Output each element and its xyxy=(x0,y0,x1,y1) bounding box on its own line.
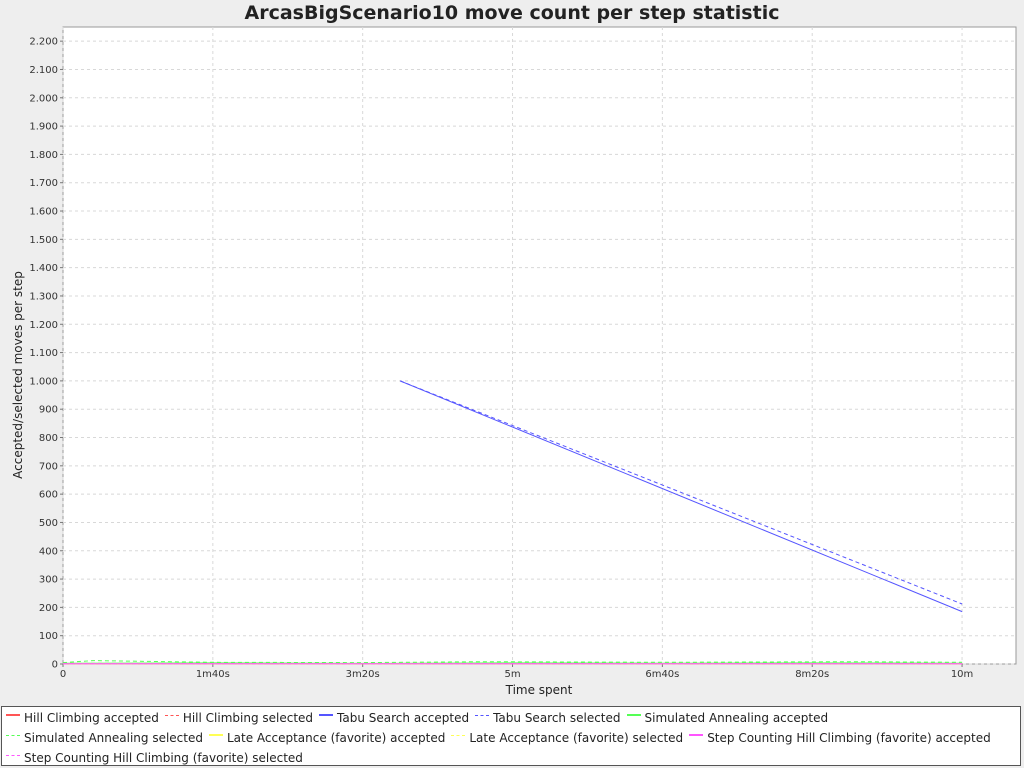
y-tick-label: 1.100 xyxy=(29,348,58,359)
x-tick-label: 10m xyxy=(951,669,973,680)
y-tick-label: 1.000 xyxy=(29,376,58,387)
y-tick-label: 800 xyxy=(39,433,58,444)
legend: Hill Climbing accepted Hill Climbing sele… xyxy=(1,706,1021,766)
plot-area xyxy=(62,26,1017,665)
y-tick-label: 300 xyxy=(39,575,58,586)
y-tick-label: 1.500 xyxy=(29,235,58,246)
legend-item: Step Counting Hill Climbing (favorite) a… xyxy=(689,728,991,748)
y-tick-label: 2.000 xyxy=(29,93,58,104)
x-tick-label: 1m40s xyxy=(196,669,230,680)
legend-swatch xyxy=(164,714,179,722)
legend-label: Step Counting Hill Climbing (favorite) s… xyxy=(24,751,303,765)
legend-item: Hill Climbing accepted xyxy=(6,708,159,728)
legend-item: Tabu Search selected xyxy=(475,708,621,728)
legend-swatch xyxy=(6,714,20,722)
legend-swatch xyxy=(626,714,641,722)
series-line-2 xyxy=(399,380,963,613)
legend-label: Tabu Search accepted xyxy=(337,711,470,725)
x-tick-label: 5m xyxy=(504,669,520,680)
y-tick-label: 0 xyxy=(52,660,58,671)
legend-label: Step Counting Hill Climbing (favorite) a… xyxy=(707,731,991,745)
y-axis-ticks: 0 100 200 300 400 500 600 700 800 900 1.000 1.100 1.… xyxy=(29,37,63,671)
legend-item: Simulated Annealing accepted xyxy=(626,708,829,728)
y-tick-label: 500 xyxy=(39,518,58,529)
y-tick-label: 1.200 xyxy=(29,320,58,331)
legend-item: Simulated Annealing selected xyxy=(6,728,203,748)
legend-swatch xyxy=(208,734,223,742)
legend-item: Late Acceptance (favorite) accepted xyxy=(208,728,446,748)
y-axis-label: Accepted/selected moves per step xyxy=(11,271,25,479)
legend-label: Late Acceptance (favorite) accepted xyxy=(226,731,446,745)
chart-area: ArcasBigScenario10 move count per step s… xyxy=(11,2,1017,697)
x-tick-label: 3m20s xyxy=(346,669,380,680)
legend-label: Simulated Annealing selected xyxy=(24,731,203,745)
legend-item: Late Acceptance (favorite) selected xyxy=(451,728,683,748)
y-tick-label: 700 xyxy=(39,461,58,472)
legend-label: Hill Climbing accepted xyxy=(24,711,159,725)
legend-item: Step Counting Hill Climbing (favorite) s… xyxy=(6,748,303,768)
y-tick-label: 2.100 xyxy=(29,65,58,76)
legend-swatch xyxy=(451,734,466,742)
legend-label: Tabu Search selected xyxy=(493,711,621,725)
legend-swatch xyxy=(6,734,20,742)
y-tick-label: 200 xyxy=(39,603,58,614)
y-tick-label: 1.700 xyxy=(29,178,58,189)
y-tick-label: 1.900 xyxy=(29,122,58,133)
legend-label: Simulated Annealing accepted xyxy=(644,711,829,725)
legend-swatch xyxy=(319,714,334,722)
x-tick-label: 8m20s xyxy=(795,669,829,680)
legend-item: Hill Climbing selected xyxy=(164,708,314,728)
chart-title: ArcasBigScenario10 move count per step s… xyxy=(245,2,780,24)
grid-lines xyxy=(62,27,1016,665)
y-tick-label: 100 xyxy=(39,631,58,642)
y-tick-label: 1.400 xyxy=(29,263,58,274)
legend-label: Late Acceptance (favorite) selected xyxy=(469,731,684,745)
legend-label: Hill Climbing selected xyxy=(182,711,314,725)
x-axis-label: Time spent xyxy=(505,683,573,697)
legend-swatch xyxy=(689,734,704,742)
legend-item: Tabu Search accepted xyxy=(319,708,469,728)
x-axis-ticks: 0 1m40s 3m20s 5m 6m40s 8m20s 10m xyxy=(60,664,973,680)
legend-swatch xyxy=(475,714,490,722)
series-line-3 xyxy=(399,380,963,605)
y-tick-label: 1.600 xyxy=(29,207,58,218)
y-tick-label: 600 xyxy=(39,490,58,501)
y-tick-label: 2.200 xyxy=(29,37,58,48)
series-lines xyxy=(62,380,963,665)
x-tick-label: 0 xyxy=(60,669,66,680)
series-line-5 xyxy=(62,660,963,664)
y-tick-label: 900 xyxy=(39,405,58,416)
legend-swatch xyxy=(6,754,20,762)
x-tick-label: 6m40s xyxy=(645,669,679,680)
series-line-4 xyxy=(62,662,963,664)
y-tick-label: 1.800 xyxy=(29,150,58,161)
y-tick-label: 1.300 xyxy=(29,291,58,302)
y-tick-label: 400 xyxy=(39,546,58,557)
